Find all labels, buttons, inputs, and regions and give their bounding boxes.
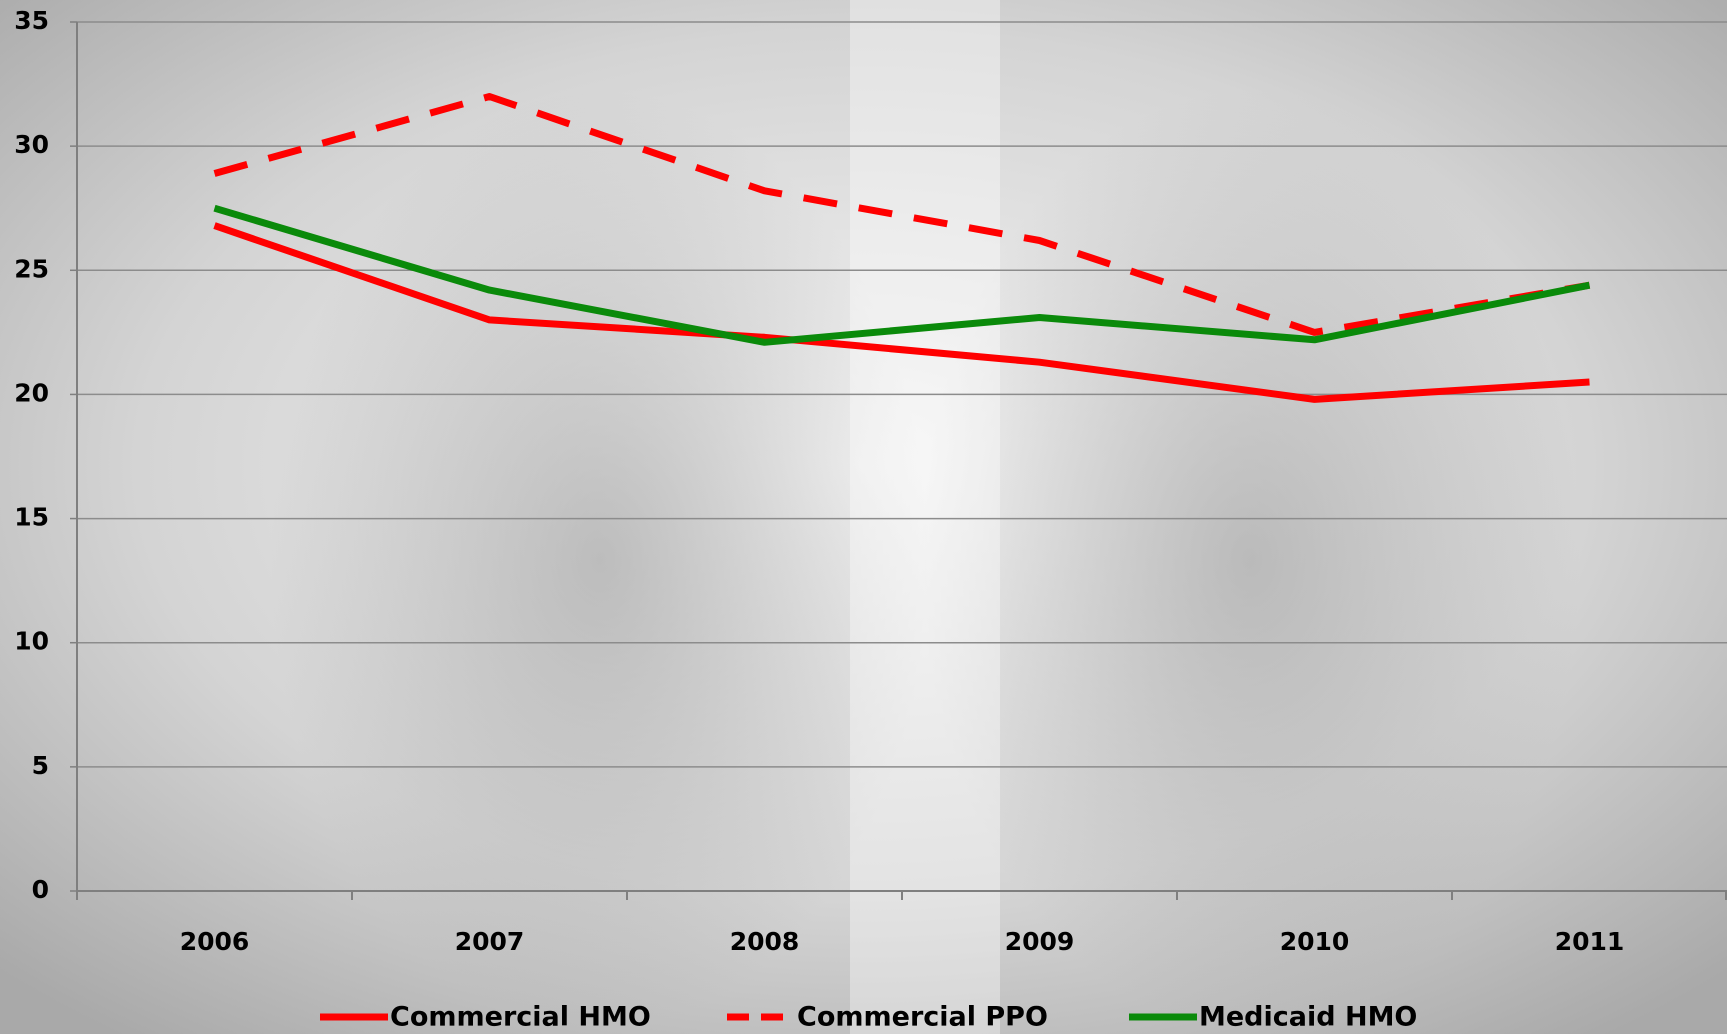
legend-label: Medicaid HMO [1199, 1002, 1417, 1033]
legend-label: Commercial PPO [797, 1002, 1048, 1033]
x-tick-label: 2009 [1005, 927, 1075, 956]
background-shape [850, 0, 1000, 1034]
page: {"chart_data": {"type": "line", "categor… [0, 0, 1727, 1034]
x-tick-label: 2008 [730, 927, 800, 956]
y-tick-label: 0 [32, 875, 49, 904]
y-tick-label: 15 [14, 503, 49, 532]
background-shape [270, 90, 930, 1030]
y-tick-label: 25 [14, 254, 49, 283]
y-tick-label: 20 [14, 378, 49, 407]
background-shape [920, 90, 1580, 1030]
legend-label: Commercial HMO [390, 1002, 651, 1033]
legend: Commercial HMO Commercial PPO Medicaid HMO [320, 1002, 1417, 1033]
x-tick-label: 2007 [455, 927, 525, 956]
y-tick-label: 30 [14, 130, 49, 159]
y-tick-label: 5 [32, 751, 49, 780]
y-tick-label: 10 [14, 627, 49, 656]
x-tick-label: 2011 [1555, 927, 1625, 956]
x-tick-label: 2006 [180, 927, 250, 956]
x-tick-label: 2010 [1280, 927, 1350, 956]
y-tick-label: 35 [14, 6, 49, 35]
chart: 0 5 10 15 20 25 30 35 2006 2007 2008 2009 2010 2011 C… [0, 0, 1727, 1034]
